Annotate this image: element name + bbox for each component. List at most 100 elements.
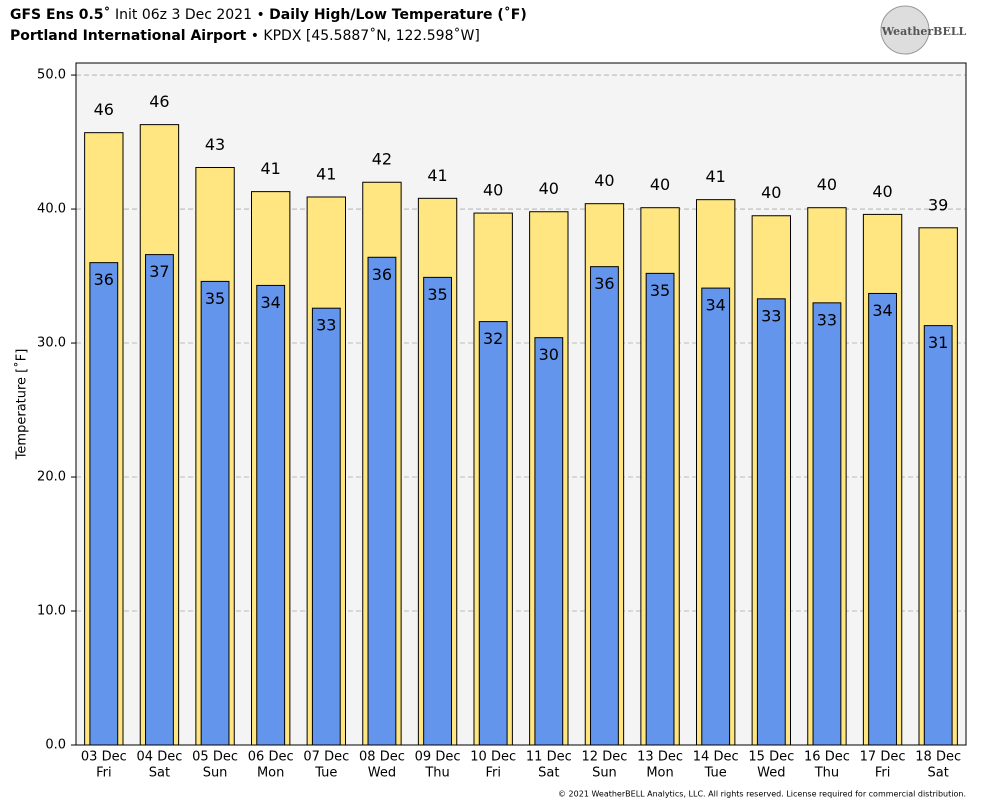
value-label: 41 xyxy=(427,166,447,185)
plot xyxy=(76,74,966,746)
value-label: 33 xyxy=(316,316,336,335)
value-label: 34 xyxy=(872,301,892,320)
x-tick-label: 18 Dec xyxy=(915,750,961,765)
y-tick-label: 10.0 xyxy=(37,604,66,619)
bar xyxy=(89,262,119,746)
value-label: 33 xyxy=(761,306,781,325)
x-tick-label: 08 Dec xyxy=(359,750,405,765)
x-tick-label: 03 Dec xyxy=(81,750,127,765)
y-tick-label: 20.0 xyxy=(37,470,66,485)
x-tick-label: 17 Dec xyxy=(860,750,906,765)
x-tick-label: 04 Dec xyxy=(137,750,183,765)
x-tick-label: 11 Dec xyxy=(526,750,572,765)
x-tick-label: 06 Dec xyxy=(248,750,294,765)
title: GFS Ens 0.5˚ Init 06z 3 Dec 2021 • Daily… xyxy=(10,6,527,23)
x-tick-weekday: Fri xyxy=(96,766,112,781)
bar xyxy=(701,287,731,746)
value-label: 30 xyxy=(539,345,559,364)
x-tick-label: 15 Dec xyxy=(748,750,794,765)
bar xyxy=(756,298,786,746)
x-tick-weekday: Mon xyxy=(257,766,284,781)
bar xyxy=(812,302,842,746)
value-label: 41 xyxy=(706,167,726,186)
value-label: 41 xyxy=(261,159,281,178)
bar xyxy=(367,256,397,746)
bar xyxy=(645,272,675,746)
subtitle-coords: • KPDX [45.5887˚N, 122.598˚W] xyxy=(251,27,480,44)
value-label: 40 xyxy=(650,175,670,194)
title-model: GFS Ens 0.5˚ xyxy=(10,6,111,23)
x-tick-weekday: Tue xyxy=(314,766,337,781)
x-tick-label: 07 Dec xyxy=(303,750,349,765)
x-tick-weekday: Sat xyxy=(538,766,559,781)
value-label: 46 xyxy=(149,92,169,111)
x-tick-label: 14 Dec xyxy=(693,750,739,765)
value-label: 46 xyxy=(94,100,114,119)
bar xyxy=(868,292,897,746)
y-axis-label: Temperature [˚F] xyxy=(14,349,30,461)
value-label: 40 xyxy=(594,171,614,190)
value-label: 35 xyxy=(427,285,447,304)
bar xyxy=(423,276,452,746)
x-tick-label: 10 Dec xyxy=(470,750,516,765)
bar xyxy=(145,254,174,746)
x-tick-label: 05 Dec xyxy=(192,750,238,765)
bar xyxy=(590,266,619,746)
y-tick-label: 30.0 xyxy=(37,336,66,351)
x-tick-label: 12 Dec xyxy=(582,750,628,765)
value-label: 36 xyxy=(372,265,392,284)
x-tick-weekday: Wed xyxy=(757,766,785,781)
value-label: 40 xyxy=(872,182,892,201)
value-label: 34 xyxy=(706,296,726,315)
bar xyxy=(200,280,230,746)
x-tick-label: 13 Dec xyxy=(637,750,683,765)
x-tick-weekday: Thu xyxy=(424,766,449,781)
bar xyxy=(534,337,564,746)
value-label: 42 xyxy=(372,150,392,169)
title-main: Daily High/Low Temperature (˚F) xyxy=(269,6,527,23)
x-tick-weekday: Thu xyxy=(814,766,839,781)
value-label: 41 xyxy=(316,164,336,183)
bar xyxy=(311,307,341,746)
value-label: 37 xyxy=(149,262,169,281)
y-tick-label: 0.0 xyxy=(45,738,66,753)
value-label: 34 xyxy=(261,293,281,312)
bar xyxy=(923,325,953,746)
x-tick-weekday: Sat xyxy=(928,766,949,781)
logo-icon xyxy=(880,5,930,55)
x-tick-weekday: Tue xyxy=(704,766,727,781)
subtitle-station: Portland International Airport xyxy=(10,28,247,44)
value-label: 43 xyxy=(205,135,225,154)
bar xyxy=(256,284,286,746)
x-tick-label: 09 Dec xyxy=(415,750,461,765)
value-label: 40 xyxy=(539,179,559,198)
logo: WeatherBELL xyxy=(881,25,967,38)
value-label: 36 xyxy=(94,270,114,289)
subtitle: Portland International Airport • KPDX [4… xyxy=(10,27,480,44)
value-label: 33 xyxy=(817,310,837,329)
plot-border xyxy=(75,62,967,746)
x-tick-weekday: Sun xyxy=(592,766,617,781)
value-label: 35 xyxy=(650,281,670,300)
x-tick-label: 16 Dec xyxy=(804,750,850,765)
footer: © 2021 WeatherBELL Analytics, LLC. All r… xyxy=(558,790,966,799)
y-tick-label: 50.0 xyxy=(37,68,66,83)
x-tick-weekday: Mon xyxy=(646,766,673,781)
value-label: 39 xyxy=(928,195,948,214)
value-label: 36 xyxy=(594,274,614,293)
value-label: 35 xyxy=(205,289,225,308)
bar xyxy=(478,321,508,746)
x-tick-weekday: Fri xyxy=(485,766,501,781)
value-label: 32 xyxy=(483,329,503,348)
value-label: 31 xyxy=(928,333,948,352)
value-label: 40 xyxy=(483,181,503,200)
y-tick-label: 40.0 xyxy=(37,202,66,217)
x-tick-weekday: Sat xyxy=(149,766,170,781)
value-label: 40 xyxy=(817,175,837,194)
x-tick-weekday: Fri xyxy=(875,766,891,781)
title-init: Init 06z 3 Dec 2021 • xyxy=(115,7,265,23)
x-tick-weekday: Wed xyxy=(368,766,396,781)
x-tick-weekday: Sun xyxy=(203,766,228,781)
